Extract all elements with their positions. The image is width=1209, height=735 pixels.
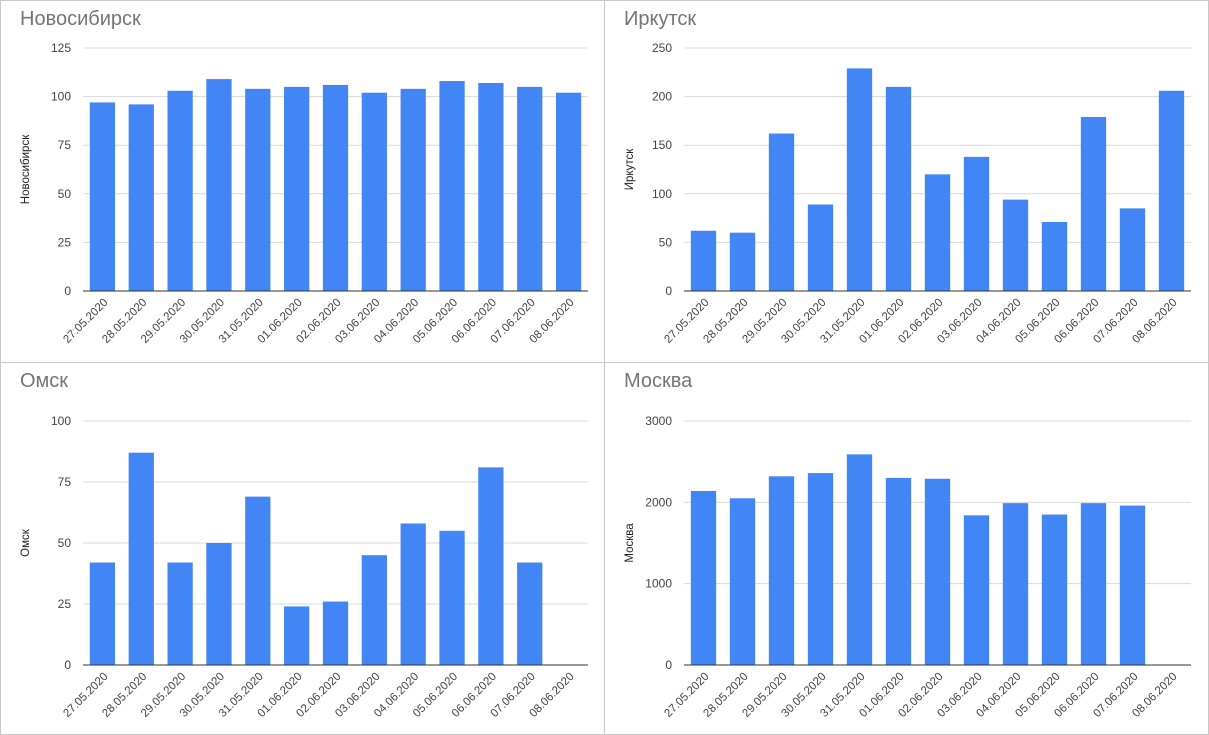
bar bbox=[1002, 199, 1029, 291]
chart-panel-irkutsk: Иркутск 0 50 100 150 200 250 27.05.2020 28.05.2… bbox=[604, 0, 1209, 363]
chart-title: Новосибирск bbox=[20, 8, 141, 30]
bar bbox=[924, 174, 951, 291]
bar bbox=[439, 530, 465, 665]
y-axis-label: Омск bbox=[20, 528, 32, 557]
bar bbox=[963, 515, 990, 665]
y-tick-label: 0 bbox=[64, 658, 71, 672]
y-tick-label: 0 bbox=[665, 658, 672, 672]
bar bbox=[89, 562, 116, 665]
bar bbox=[1158, 90, 1185, 291]
y-tick-label: 100 bbox=[51, 90, 71, 104]
chart-title: Иркутск bbox=[624, 8, 697, 30]
bar bbox=[846, 68, 873, 291]
bar bbox=[439, 81, 465, 291]
bar bbox=[361, 92, 387, 291]
bar bbox=[1002, 503, 1029, 665]
y-tick-label: 100 bbox=[652, 187, 672, 201]
bar bbox=[1080, 503, 1107, 665]
y-tick-label: 100 bbox=[51, 414, 71, 428]
bar bbox=[322, 601, 349, 665]
y-tick-label: 75 bbox=[58, 138, 72, 152]
bar bbox=[128, 452, 154, 665]
y-axis-label: Иркутск bbox=[624, 148, 636, 190]
bar bbox=[729, 498, 756, 665]
bar bbox=[690, 230, 717, 291]
bar bbox=[517, 562, 543, 665]
y-tick-label: 2000 bbox=[645, 495, 672, 509]
chart-svg: 05010015020025027.05.202028.05.202029.05… bbox=[624, 41, 1191, 346]
bar bbox=[1119, 505, 1146, 665]
bar bbox=[807, 473, 834, 665]
bar bbox=[885, 86, 912, 291]
bar bbox=[478, 467, 504, 665]
bar bbox=[167, 562, 193, 665]
y-tick-label: 0 bbox=[64, 284, 71, 298]
y-tick-label: 150 bbox=[652, 138, 672, 152]
bar bbox=[1041, 514, 1068, 665]
chart-panel-moskva: Москва 0 1000 2000 3000 27.05.2020 28.05.2020… bbox=[604, 362, 1209, 735]
bar bbox=[400, 88, 426, 291]
y-tick-label: 3000 bbox=[645, 414, 672, 428]
bar bbox=[128, 104, 154, 291]
y-tick-label: 1000 bbox=[645, 577, 672, 591]
y-tick-label: 50 bbox=[58, 187, 72, 201]
chart-panel-omsk: Омск 0 25 50 75 100 27.05.2020 28.05.2020 29.05… bbox=[0, 362, 605, 735]
chart-title: Москва bbox=[624, 370, 693, 392]
bar bbox=[400, 523, 426, 665]
y-tick-label: 250 bbox=[652, 41, 672, 55]
chart-title: Омск bbox=[20, 370, 69, 392]
y-tick-label: 125 bbox=[51, 41, 71, 55]
chart-svg: 025507510012527.05.202028.05.202029.05.2… bbox=[20, 41, 588, 346]
bar bbox=[361, 555, 387, 665]
y-axis-label: Москва bbox=[624, 523, 636, 563]
y-tick-label: 75 bbox=[58, 475, 72, 489]
bar bbox=[807, 204, 834, 291]
y-tick-label: 50 bbox=[58, 536, 72, 550]
bar bbox=[885, 477, 912, 665]
y-tick-label: 25 bbox=[58, 597, 72, 611]
bar bbox=[1119, 208, 1146, 291]
y-tick-label: 50 bbox=[659, 235, 673, 249]
bar bbox=[768, 133, 795, 291]
bar bbox=[284, 606, 310, 665]
bar bbox=[284, 86, 310, 291]
bar bbox=[89, 102, 116, 291]
bar bbox=[690, 490, 717, 665]
bar bbox=[1041, 221, 1068, 291]
bar bbox=[167, 90, 193, 291]
bar bbox=[478, 82, 504, 291]
bar bbox=[924, 478, 951, 665]
y-tick-label: 200 bbox=[652, 90, 672, 104]
bar bbox=[729, 232, 756, 291]
bar bbox=[768, 476, 795, 665]
chart-svg: 025507510027.05.202028.05.202029.05.2020… bbox=[20, 414, 588, 720]
bar bbox=[206, 543, 232, 665]
bar bbox=[517, 86, 543, 291]
bar bbox=[1080, 117, 1107, 292]
bar bbox=[963, 156, 990, 291]
chart-panel-novosibirsk: Новосибирск 0 25 50 75 100 125 27.05.2020 28.05… bbox=[0, 0, 605, 363]
bar bbox=[206, 79, 232, 291]
y-axis-label: Новосибирск bbox=[20, 134, 32, 204]
bar bbox=[555, 92, 582, 291]
y-tick-label: 0 bbox=[665, 284, 672, 298]
bar bbox=[846, 454, 873, 665]
y-tick-label: 25 bbox=[58, 235, 72, 249]
bar bbox=[322, 84, 349, 291]
chart-svg: 010002000300027.05.202028.05.202029.05.2… bbox=[624, 414, 1191, 720]
bar bbox=[245, 88, 271, 291]
bar bbox=[245, 496, 271, 665]
